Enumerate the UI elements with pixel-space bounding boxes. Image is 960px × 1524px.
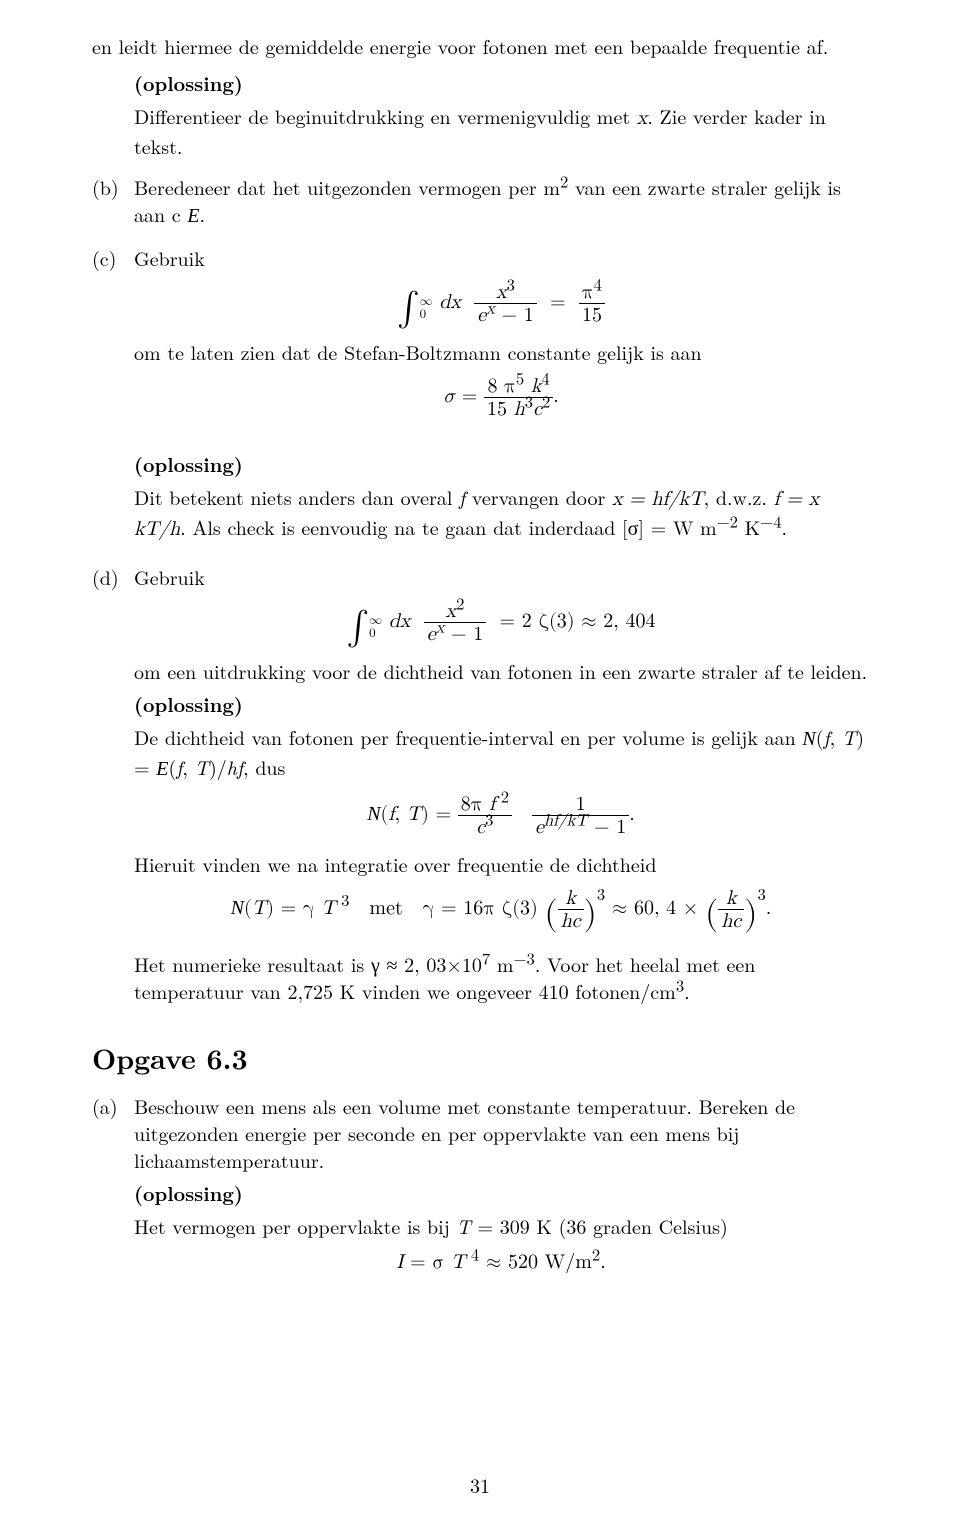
d-sol1a: De dichtheid van fotonen per frequentie-… [134, 722, 802, 751]
eq-N-T: N(T) = γ T 3 met γ = 16π ζ(3) (khc)3 ≈ 6… [134, 887, 868, 938]
d-t3: Hieruit vinden we na integratie over fre… [134, 850, 868, 877]
oplossing-label-c: (oplossing) [134, 450, 868, 477]
item-a63-label: (a) [92, 1092, 134, 1288]
eq-N-fT: N(f, T) = 8π f 2c3 1ehf/kT − 1. [134, 793, 868, 838]
d-num1: Het numerieke resultaat is γ ≈ 2, 03×10 [134, 949, 482, 978]
section-heading: Opgave 6.3 [92, 1040, 868, 1078]
d-num: Het numerieke resultaat is γ ≈ 2, 03×107… [134, 950, 868, 1004]
item-b-label: (b) [92, 173, 134, 230]
oplossing-a-1: Differentieer de beginuitdrukking en ver… [134, 101, 826, 160]
intro-trail: en leidt hiermee de gemiddelde energie v… [92, 32, 868, 59]
page-number: 31 [92, 1471, 868, 1498]
a63-sol: Het vermogen per oppervlakte is bij T = … [134, 1212, 868, 1239]
c-sol-d: . Als check is eenvoudig na te gaan dat … [180, 512, 717, 541]
d-t2: om een uitdrukking voor de dichtheid van… [134, 657, 868, 684]
eq-I: I = σ T 4 ≈ 520 W/m2. [134, 1249, 868, 1276]
eq-integral-c: ∫∞0 dx x3ex − 1 = π415 [134, 281, 868, 326]
item-b-body: Beredeneer dat het uitgezonden vermogen … [134, 173, 868, 230]
d-sol1b: , dus [243, 752, 285, 781]
item-c-label: (c) [92, 244, 134, 549]
c-sol-f: . [782, 512, 788, 541]
c-sol-a: Dit betekent niets anders dan overal [134, 482, 459, 511]
oplossing-label-a63: (oplossing) [134, 1179, 868, 1206]
c-sol-c: , d.w.z. [704, 482, 774, 511]
c-t2: om te laten zien dat de Stefan-Boltzmann… [134, 338, 868, 365]
d-t1: Gebruik [134, 563, 868, 590]
eq-integral-d: ∫∞0 dx x2ex − 1 = 2 ζ(3) ≈ 2, 404 [134, 600, 868, 645]
d-sol1: De dichtheid van fotonen per frequentie-… [134, 723, 868, 783]
b-t1: Beredeneer dat het uitgezonden vermogen … [134, 172, 560, 201]
d-num4: . [684, 976, 690, 1005]
oplossing-label-d: (oplossing) [134, 690, 868, 717]
oplossing-label-a: (oplossing) [134, 69, 868, 96]
b-dot: . [200, 199, 206, 228]
item-d-label: (d) [92, 563, 134, 1010]
eq-sigma: σ = 8 π5 k415 h3c2. [134, 375, 868, 420]
c-sol-text: Dit betekent niets anders dan overal f v… [134, 483, 868, 543]
a63-t1: Beschouw een mens als een volume met con… [134, 1092, 868, 1173]
c-t1: Gebruik [134, 244, 868, 271]
c-sol-b: vervangen door [472, 482, 612, 511]
d-num2: m [490, 949, 513, 978]
c-sol-e: K [738, 512, 760, 541]
